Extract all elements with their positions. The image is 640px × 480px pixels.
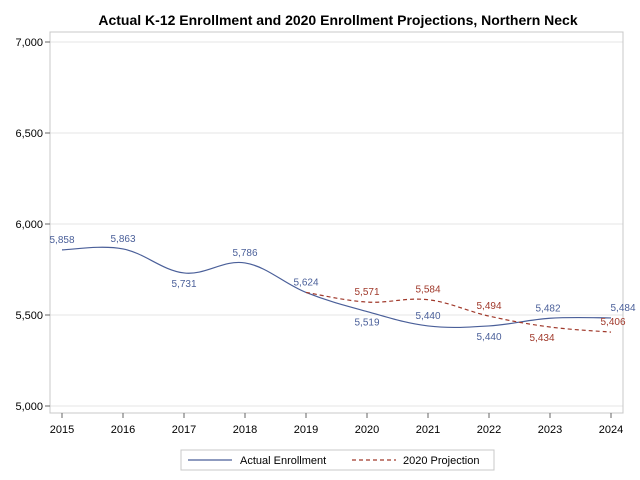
x-tick-label: 2024 (599, 424, 623, 436)
x-tick-label: 2017 (172, 424, 196, 436)
data-label: 5,484 (610, 303, 635, 314)
y-tick-label: 7,000 (15, 37, 43, 49)
x-axis: 2015 2016 2017 2018 2019 2020 2021 2022 2023 2024 (50, 413, 623, 436)
data-label: 5,494 (476, 301, 501, 312)
series-line-projection (305, 291, 612, 333)
x-tick-label: 2020 (355, 424, 379, 436)
data-label: 5,482 (535, 303, 560, 314)
plot-frame (49, 31, 624, 414)
series-line-actual (61, 246, 612, 329)
data-label: 5,731 (171, 279, 196, 290)
x-tick-label: 2015 (50, 424, 74, 436)
chart-title: Actual K-12 Enrollment and 2020 Enrollme… (98, 12, 577, 28)
x-tick-label: 2018 (233, 424, 257, 436)
legend-label-projection: 2020 Projection (403, 455, 479, 467)
data-label: 5,571 (354, 287, 379, 298)
x-tick-label: 2021 (416, 424, 440, 436)
y-axis: 5,000 5,500 6,000 6,500 7,000 (15, 37, 50, 413)
legend-box (180, 449, 495, 471)
data-label: 5,863 (110, 234, 135, 245)
grid-lines (50, 41, 623, 407)
data-label: 5,440 (476, 332, 501, 343)
y-tick-label: 6,500 (15, 128, 43, 140)
legend: Actual Enrollment 2020 Projection (180, 449, 495, 471)
data-label: 5,584 (415, 285, 440, 296)
data-labels: 5,858 5,863 5,731 5,786 5,624 5,519 5,440 5,440… (49, 234, 635, 344)
y-tick-label: 5,500 (15, 310, 43, 322)
data-label: 5,858 (49, 235, 74, 246)
x-tick-label: 2016 (111, 424, 135, 436)
data-label: 5,440 (415, 311, 440, 322)
series-lines (61, 246, 612, 333)
y-tick-label: 6,000 (15, 219, 43, 231)
legend-label-actual: Actual Enrollment (240, 455, 326, 467)
x-tick-label: 2019 (294, 424, 318, 436)
x-tick-label: 2023 (538, 424, 562, 436)
y-tick-label: 5,000 (15, 401, 43, 413)
data-label: 5,519 (354, 318, 379, 329)
data-label: 5,434 (529, 333, 554, 344)
data-label: 5,624 (293, 277, 318, 288)
x-tick-label: 2022 (477, 424, 501, 436)
data-label: 5,406 (600, 317, 625, 328)
data-label: 5,786 (232, 248, 257, 259)
